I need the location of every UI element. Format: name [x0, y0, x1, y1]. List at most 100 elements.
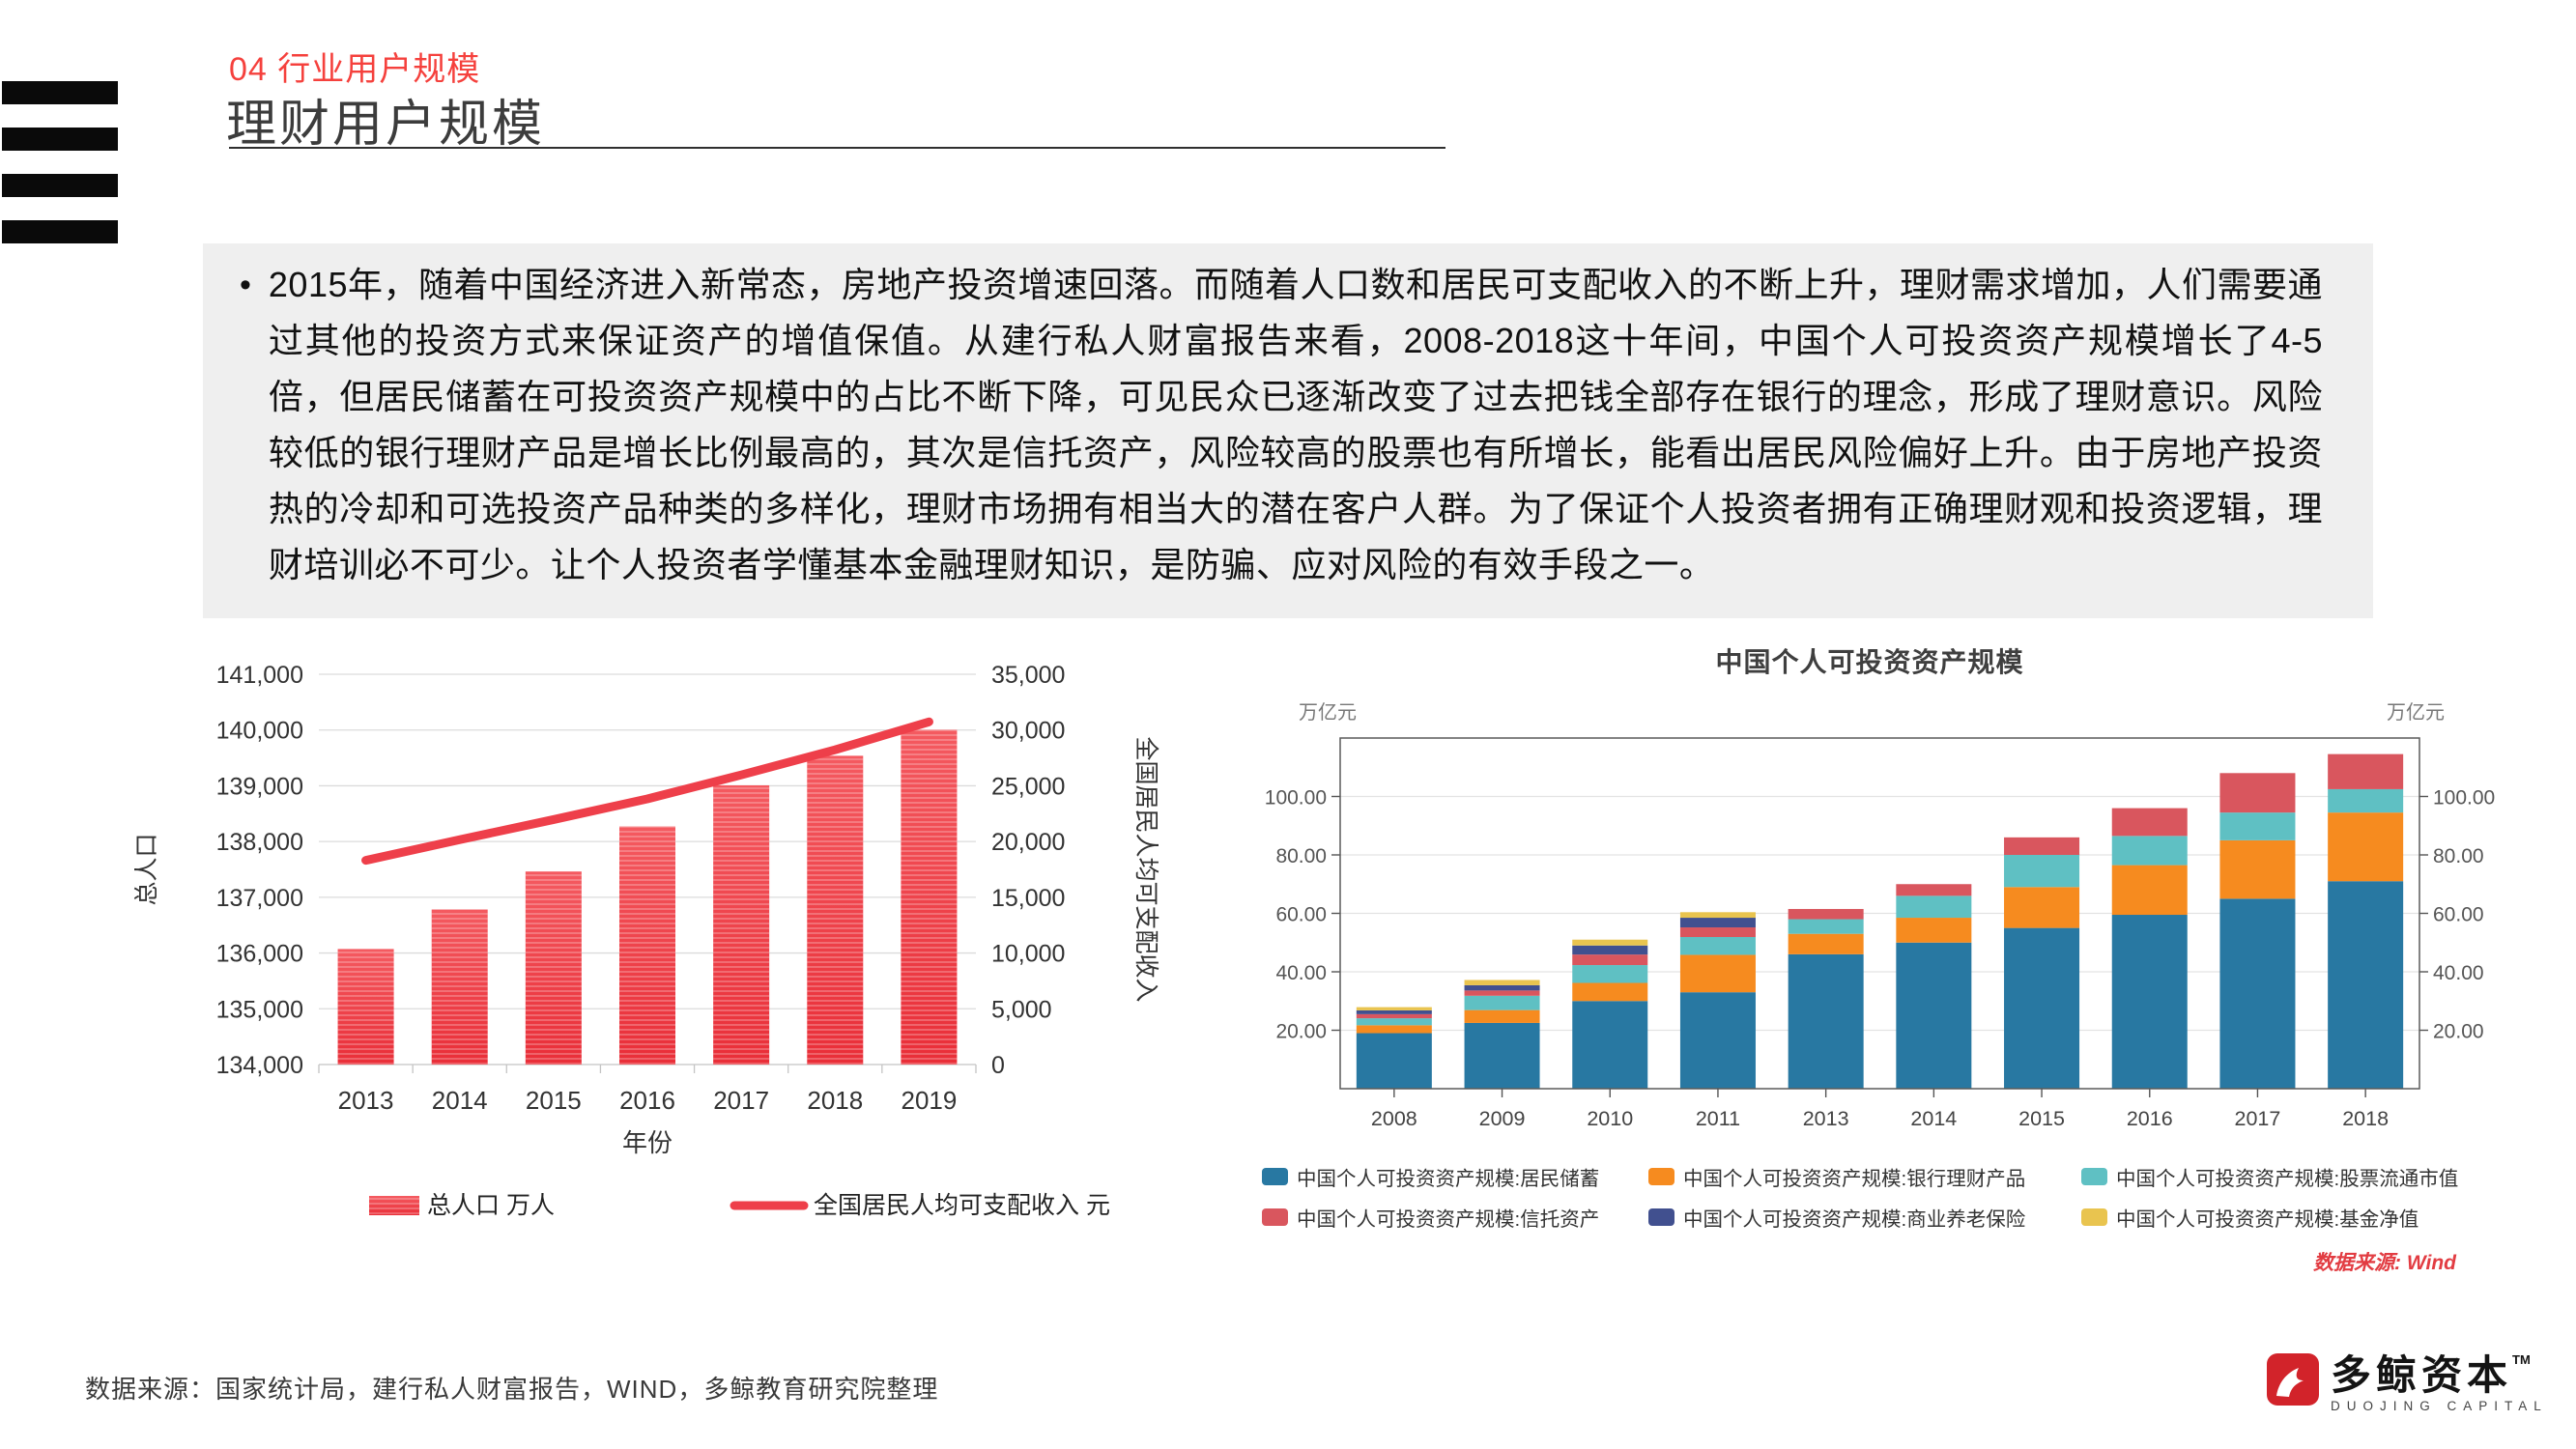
right-y-tick-label: 0 [991, 1052, 1005, 1079]
page-title: 理财用户规模 [226, 97, 546, 153]
stack-segment-2010-s0 [1572, 1001, 1648, 1089]
left-y-tick-label: 139,000 [216, 773, 303, 800]
stack-segment-2017-s1 [2219, 839, 2296, 899]
right-y-tick-label: 35,000 [991, 662, 1065, 689]
legend-label: 中国个人可投资资产规模:银行理财产品 [1683, 1168, 2026, 1190]
stack-segment-2017-s2 [2219, 812, 2296, 840]
legend-swatch-icon [1262, 1208, 1288, 1226]
legend-item-s2: 中国个人可投资资产规模:股票流通市值 [2081, 1162, 2501, 1191]
deco-stripe-icon [2, 220, 118, 243]
right-y-axis-title: 全国居民人均可支配收入 [1132, 736, 1159, 1002]
left-y-tick-label: 138,000 [216, 829, 303, 856]
legend-line-label: 全国居民人均可支配收入 元 [814, 1192, 1110, 1219]
stack-segment-2011-s4 [1679, 918, 1756, 928]
footer-source-text: 数据来源：国家统计局，建行私人财富报告，WIND，多鲸教育研究院整理 [85, 1375, 939, 1404]
stack-segment-2015-s0 [2004, 927, 2080, 1089]
stack-segment-2011-s5 [1679, 912, 1756, 919]
right-y-tick-label: 20,000 [991, 829, 1065, 856]
legend-item-s0: 中国个人可投资资产规模:居民储蓄 [1262, 1162, 1648, 1191]
left-y-tick-label: 136,000 [216, 941, 303, 968]
x-tick-label: 2014 [1910, 1107, 1957, 1130]
logo-tm-mark: TM [2512, 1352, 2531, 1367]
stack-segment-2009-s3 [1464, 990, 1540, 996]
legend-swatch-icon [1262, 1168, 1288, 1185]
section-kicker: 04 行业用户规模 [229, 51, 481, 88]
left-y-tick-label: 80.00 [1275, 845, 1327, 867]
x-tick-label: 2015 [526, 1086, 582, 1115]
stack-segment-2011-s1 [1679, 954, 1756, 993]
right-y-tick-label: 60.00 [2433, 904, 2484, 926]
unit-label-right: 万亿元 [2387, 701, 2445, 724]
x-tick-label: 2008 [1371, 1107, 1417, 1130]
legend-label: 中国个人可投资资产规模:居民储蓄 [1297, 1168, 1600, 1190]
x-axis-title: 年份 [622, 1128, 673, 1157]
stack-segment-2008-s5 [1356, 1007, 1432, 1010]
x-tick-label: 2017 [713, 1086, 769, 1115]
right-y-tick-label: 40.00 [2433, 962, 2484, 984]
stack-segment-2014-s1 [1896, 918, 1972, 943]
population-bar-2017 [713, 784, 770, 1065]
stack-segment-2018-s1 [2328, 812, 2404, 882]
stack-segment-2015-s2 [2004, 855, 2080, 888]
stack-segment-2013-s2 [1788, 919, 1864, 934]
x-tick-label: 2010 [1587, 1107, 1633, 1130]
stack-segment-2009-s1 [1464, 1009, 1540, 1023]
bullet-marker: • [240, 267, 251, 303]
stack-segment-2011-s3 [1679, 927, 1756, 938]
legend-swatch-icon [1648, 1168, 1674, 1185]
x-tick-label: 2019 [902, 1086, 958, 1115]
right-y-tick-label: 15,000 [991, 885, 1065, 912]
stack-segment-2016-s0 [2111, 915, 2188, 1089]
left-y-tick-label: 135,000 [216, 996, 303, 1023]
population-bar-2015 [525, 871, 582, 1065]
body-text-panel: • 2015年，随着中国经济进入新常态，房地产投资增速回落。而随着人口数和居民可… [203, 243, 2373, 618]
population-bar-2018 [807, 755, 864, 1065]
x-tick-label: 2013 [1803, 1107, 1849, 1130]
legend-item-s1: 中国个人可投资资产规模:银行理财产品 [1648, 1162, 2081, 1191]
left-y-tick-label: 20.00 [1275, 1021, 1327, 1043]
left-y-tick-label: 134,000 [216, 1052, 303, 1079]
stack-segment-2009-s0 [1464, 1022, 1540, 1089]
left-y-tick-label: 141,000 [216, 662, 303, 689]
legend-item-s4: 中国个人可投资资产规模:商业养老保险 [1648, 1203, 2081, 1232]
investable-assets-legend: 中国个人可投资资产规模:居民储蓄 中国个人可投资资产规模:银行理财产品 中国个人可投… [1239, 1162, 2501, 1232]
left-y-tick-label: 60.00 [1275, 904, 1327, 926]
stack-segment-2018-s0 [2328, 881, 2404, 1089]
right-y-tick-label: 30,000 [991, 718, 1065, 745]
left-y-axis-title: 总人口 [133, 833, 160, 905]
stack-segment-2009-s5 [1464, 980, 1540, 985]
stack-segment-2013-s0 [1788, 953, 1864, 1089]
legend-label: 中国个人可投资资产规模:信托资产 [1297, 1208, 1600, 1231]
population-bar-2013 [337, 949, 394, 1065]
investable-assets-plot: 万亿元 万亿元 20.00 20.00 40.00 40.00 60.00 60.00 80.0… [1265, 701, 2495, 1130]
chart-source-note: 数据来源: Wind [2313, 1252, 2456, 1274]
plot-border [1339, 737, 2420, 1090]
population-bar-2019 [901, 729, 958, 1065]
stack-segment-2017-s3 [2219, 773, 2296, 813]
stack-segment-2010-s2 [1572, 965, 1648, 983]
legend-item-s5: 中国个人可投资资产规模:基金净值 [2081, 1203, 2501, 1232]
left-y-tick-label: 40.00 [1275, 962, 1327, 984]
stack-segment-2016-s3 [2111, 808, 2188, 837]
population-bar-2014 [431, 909, 488, 1065]
legend-swatch-icon [1648, 1208, 1674, 1226]
legend-item-s3: 中国个人可投资资产规模:信托资产 [1262, 1203, 1648, 1232]
right-y-tick-label: 80.00 [2433, 845, 2484, 867]
whale-logo-icon [2267, 1353, 2319, 1406]
stack-segment-2008-s4 [1356, 1009, 1432, 1014]
logo-text: 多鲸资本TM DUOJING CAPITAL [2331, 1352, 2548, 1413]
x-tick-label: 2011 [1696, 1107, 1740, 1130]
deco-stripe-icon [2, 128, 118, 151]
logo-en-text: DUOJING CAPITAL [2331, 1399, 2548, 1413]
population-bar-2016 [619, 826, 675, 1065]
stack-segment-2015-s3 [2004, 837, 2080, 855]
stack-segment-2011-s0 [1679, 992, 1756, 1089]
right-y-tick-label: 25,000 [991, 773, 1065, 800]
stack-segment-2008-s2 [1356, 1018, 1432, 1026]
right-y-tick-label: 100.00 [2433, 787, 2495, 810]
right-y-tick-label: 20.00 [2433, 1021, 2484, 1043]
right-y-tick-label: 10,000 [991, 941, 1065, 968]
deco-stripe-icon [2, 174, 118, 197]
unit-label-left: 万亿元 [1299, 701, 1357, 724]
